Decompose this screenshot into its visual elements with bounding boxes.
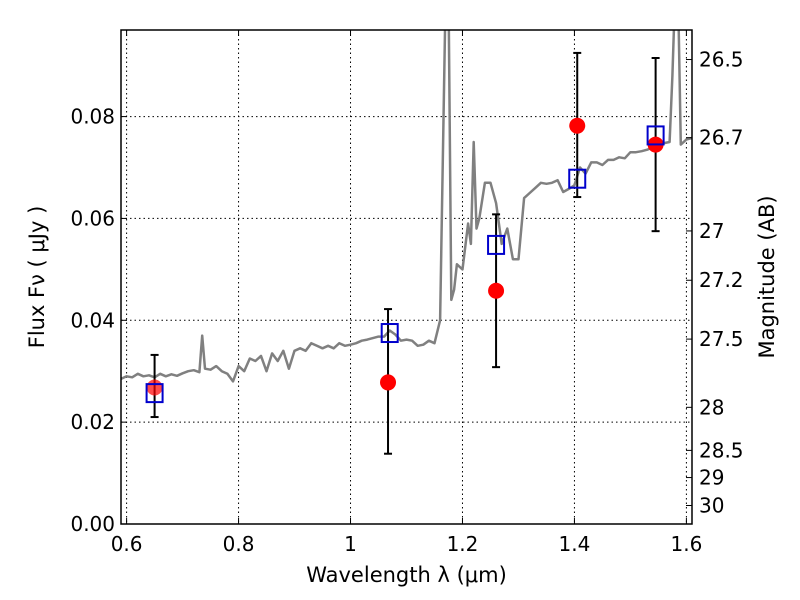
plot-frame — [120, 29, 693, 525]
tick-layer: 0.6 0.8 1 1.2 1.4 1.6 0.00 0.02 0.04 0.06 0.08 26.5… — [70, 30, 744, 556]
x-tick-label: 1 — [344, 532, 357, 556]
y-tick-label: 0.04 — [70, 308, 115, 332]
spectrum-line — [121, 30, 692, 383]
mag-tick-label: 28 — [699, 395, 724, 419]
x-tick-label: 1.4 — [559, 532, 591, 556]
mag-tick-label: 26.5 — [699, 48, 744, 72]
x-tick-label: 1.6 — [670, 532, 702, 556]
observed-point — [569, 117, 586, 134]
mag-tick-label: 30 — [699, 494, 724, 518]
y-tick-label: 0.00 — [70, 512, 115, 536]
mag-tick-label: 27.5 — [699, 327, 744, 351]
mag-tick-label: 29 — [699, 466, 724, 490]
series-clip-group — [121, 30, 692, 383]
mag-tick-label: 27 — [699, 219, 724, 243]
y-tick-label: 0.08 — [70, 105, 115, 129]
model-square — [145, 383, 164, 404]
model-square — [487, 234, 506, 255]
x-tick-label: 0.6 — [111, 532, 143, 556]
y2-axis-label: Magnitude (AB) — [755, 195, 779, 358]
observed-point — [380, 374, 397, 391]
mag-tick-label: 27.2 — [699, 268, 744, 292]
y-tick-label: 0.02 — [70, 410, 115, 434]
y-axis-label: Flux Fν ( μJy ) — [25, 206, 49, 349]
model-square — [568, 168, 587, 189]
model-square — [646, 125, 665, 146]
observed-point — [488, 282, 505, 299]
mag-tick-label: 28.5 — [699, 438, 744, 462]
series-layer — [121, 30, 692, 455]
y-tick-label: 0.06 — [70, 206, 115, 230]
observed-point — [146, 379, 163, 396]
mag-tick-label: 26.7 — [699, 126, 744, 150]
x-axis-label: Wavelength λ (μm) — [306, 563, 507, 587]
x-tick-label: 1.2 — [447, 532, 479, 556]
model-square — [380, 323, 399, 344]
x-tick-label: 0.8 — [223, 532, 255, 556]
grid-layer — [121, 30, 692, 524]
